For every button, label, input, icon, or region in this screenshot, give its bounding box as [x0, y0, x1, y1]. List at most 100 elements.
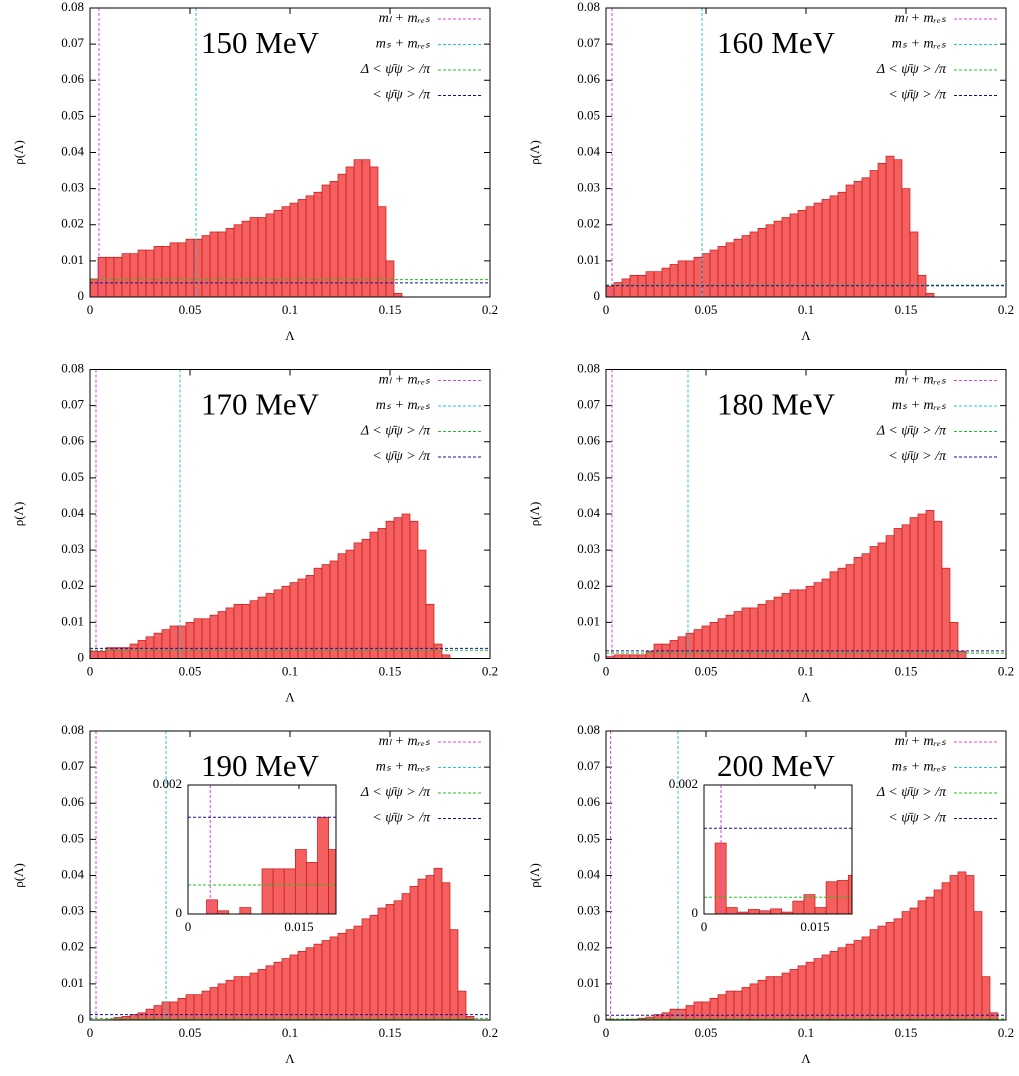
y-tick-label: 0.04	[61, 866, 84, 881]
y-tick-label: 0.08	[577, 360, 600, 375]
bar	[329, 936, 339, 1021]
bar	[909, 907, 919, 1021]
bar	[417, 549, 427, 659]
x-tick-label: 0	[87, 663, 94, 678]
bar	[401, 893, 411, 1021]
bar	[337, 553, 347, 659]
y-tick-label: 0.01	[577, 975, 600, 990]
y-tick-label: 0.02	[61, 577, 84, 592]
bar	[653, 271, 663, 298]
inset: 0 0.002 0 0.015	[669, 776, 853, 934]
y-tick-label: 0.04	[577, 505, 600, 520]
bar	[409, 520, 419, 659]
bar	[201, 618, 211, 659]
bar	[814, 907, 827, 915]
x-tick-label: 0.05	[695, 302, 718, 317]
y-axis-label: ρ(Λ)	[527, 140, 542, 165]
bar	[185, 238, 195, 298]
plot-frame	[605, 730, 1007, 1021]
bar	[813, 202, 823, 298]
legend-label: mₛ + mᵣₑₛ	[376, 760, 431, 775]
legend-label: mₛ + mᵣₑₛ	[892, 37, 947, 52]
bar	[909, 231, 919, 298]
bar	[317, 816, 329, 915]
bar	[169, 242, 179, 298]
y-tick-label: 0.07	[61, 397, 84, 412]
x-tick-label: 0.2	[482, 663, 498, 678]
bar	[129, 1014, 139, 1021]
bar	[765, 976, 775, 1021]
x-tick-label: 0.15	[895, 1025, 918, 1040]
bar	[161, 246, 171, 298]
bar	[345, 929, 355, 1021]
bar	[669, 264, 679, 298]
y-tick-label: 0.002	[669, 776, 698, 791]
bar	[941, 567, 951, 659]
bar	[701, 1001, 711, 1021]
x-tick-label: 0	[701, 919, 708, 934]
bar	[441, 654, 451, 659]
bar	[853, 181, 863, 298]
bar	[757, 979, 767, 1021]
y-tick-label: 0.04	[61, 143, 84, 158]
bar	[305, 575, 315, 659]
y-tick-label: 0.03	[577, 541, 600, 556]
bar	[369, 531, 379, 659]
bar	[193, 618, 203, 659]
bar	[313, 191, 323, 298]
x-tick-label: 0.1	[798, 663, 814, 678]
bar	[281, 585, 291, 659]
y-tick-label: 0.03	[61, 541, 84, 556]
bar	[257, 596, 267, 659]
bar	[401, 513, 411, 659]
y-tick-label: 0.02	[577, 216, 600, 231]
x-tick-label: 0.05	[179, 302, 202, 317]
x-tick-label: 0.15	[379, 1025, 402, 1040]
bar	[121, 647, 131, 659]
bar	[209, 231, 219, 298]
bar	[837, 947, 847, 1021]
bar	[748, 909, 760, 915]
y-tick-label: 0.07	[61, 758, 84, 773]
bar	[169, 1001, 179, 1021]
bar	[313, 567, 323, 659]
x-tick-label: 0	[87, 302, 94, 317]
bar	[725, 907, 738, 915]
bar	[869, 170, 879, 298]
bar	[773, 976, 783, 1021]
bar	[206, 899, 218, 915]
bar	[770, 908, 783, 915]
bar	[949, 875, 959, 1021]
legend-label: < ψ̄ψ > /π	[888, 449, 947, 464]
y-tick-label: 0.07	[577, 758, 600, 773]
legend-label: mₗ + mᵣₑₛ	[895, 373, 947, 388]
bar	[273, 961, 283, 1021]
x-tick-label: 0.1	[282, 663, 298, 678]
bar	[257, 217, 267, 298]
x-tick-label: 0.1	[282, 302, 298, 317]
plot-frame	[605, 7, 1007, 298]
y-tick-label: 0	[594, 649, 601, 664]
y-tick-label: 0.07	[577, 35, 600, 50]
x-axis-label: Λ	[801, 328, 811, 343]
bar	[749, 231, 759, 298]
x-tick-label: 0.15	[895, 302, 918, 317]
bar	[283, 868, 296, 915]
y-tick-label: 0.01	[61, 252, 84, 267]
x-tick-label: 0.2	[998, 1025, 1014, 1040]
bar	[313, 943, 323, 1021]
bar	[153, 246, 163, 298]
bar	[957, 871, 967, 1021]
legend-label: Δ < ψ̄ψ > /π	[360, 424, 431, 439]
bar	[789, 969, 799, 1021]
bar	[297, 578, 307, 659]
bar	[353, 159, 363, 298]
bar	[105, 256, 115, 298]
bar	[637, 654, 647, 659]
x-tick-label: 0	[603, 302, 610, 317]
bar	[177, 242, 187, 298]
bar	[877, 162, 887, 298]
bar	[161, 629, 171, 659]
y-tick-label: 0.02	[577, 939, 600, 954]
